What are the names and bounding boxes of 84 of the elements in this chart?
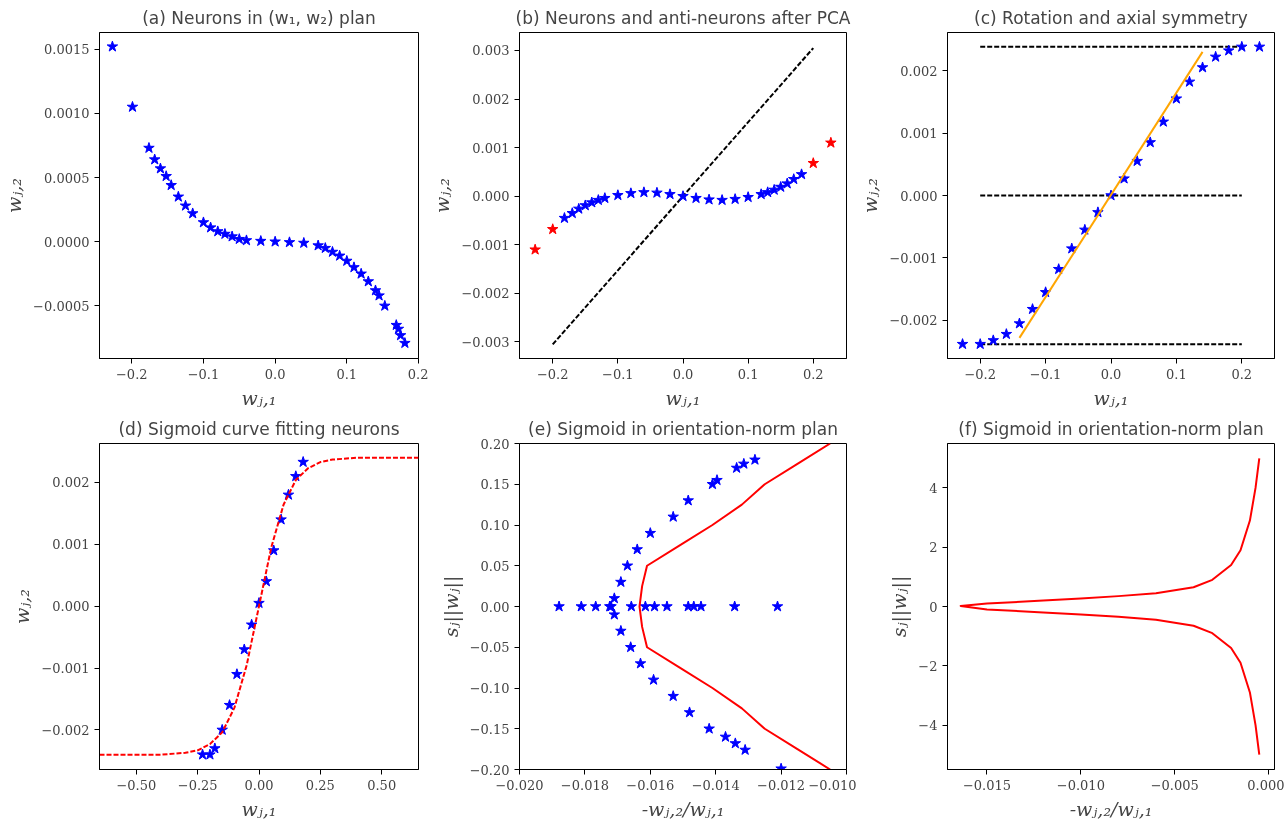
y-tick-label: 0.000 [52, 599, 90, 615]
y-tick-label: −2 [918, 658, 938, 674]
x-tick-label: 0.0 [264, 366, 286, 382]
y-tick-label: 0.20 [480, 436, 510, 452]
y-tick-label: 0.000 [472, 189, 510, 205]
x-tick-label: −0.016 [626, 777, 675, 793]
y-tick-label: 0 [929, 599, 938, 615]
chart-title: (f) Sigmoid in orientation-norm plan [958, 418, 1264, 439]
x-axis-title: wⱼ,₁ [665, 386, 701, 409]
x-tick-label: −0.015 [962, 777, 1011, 793]
x-tick-label: 0.0 [672, 366, 694, 382]
x-tick-label: −0.020 [495, 777, 544, 793]
chart-title: (e) Sigmoid in orientation-norm plan [528, 418, 838, 439]
x-tick-label: −0.1 [602, 366, 634, 382]
x-axis-title: wⱼ,₁ [241, 797, 277, 820]
x-axis-title: wⱼ,₁ [241, 386, 277, 409]
y-tick-label: −0.002 [889, 313, 938, 329]
x-tick-label: −0.010 [808, 777, 857, 793]
x-tick-label: 0.25 [305, 777, 335, 793]
y-tick-label: −0.05 [469, 640, 510, 656]
y-tick-label: 0.0000 [44, 234, 90, 250]
y-tick-label: −0.15 [469, 721, 510, 737]
x-axis-title: wⱼ,₁ [1093, 386, 1129, 409]
x-tick-label: 0.0 [1100, 366, 1122, 382]
y-axis-title: wⱼ,₂ [859, 178, 882, 213]
chart-title: (a) Neurons in (w₁, w₂) plan [142, 7, 376, 28]
chart-title: (c) Rotation and axial symmetry [974, 7, 1248, 28]
x-tick-label: 0.2 [407, 366, 429, 382]
x-tick-label: −0.012 [757, 777, 806, 793]
x-tick-label: −0.018 [560, 777, 609, 793]
y-tick-label: 0.001 [472, 140, 510, 156]
x-tick-label: −0.2 [536, 366, 569, 382]
y-tick-label: −0.002 [41, 722, 90, 738]
y-tick-label: −4 [918, 718, 938, 734]
y-tick-label: −0.001 [461, 237, 510, 253]
y-tick-label: 0.0010 [44, 106, 90, 122]
y-tick-label: 0.002 [900, 63, 938, 79]
x-tick-label: −0.1 [187, 366, 220, 382]
x-tick-label: −0.014 [691, 777, 740, 793]
y-tick-label: 0.000 [900, 188, 938, 204]
x-tick-label: 0.2 [1231, 366, 1253, 382]
y-tick-label: −0.0005 [33, 298, 90, 314]
x-tick-label: −0.010 [1056, 777, 1105, 793]
y-tick-label: 0.002 [472, 92, 510, 108]
x-axis-title: -wⱼ,₂/wⱼ,₁ [1069, 797, 1153, 820]
y-tick-label: 0.0015 [44, 42, 90, 58]
y-tick-label: 2 [929, 540, 938, 556]
x-tick-label: −0.2 [115, 366, 148, 382]
y-tick-label: 0.001 [900, 126, 938, 142]
y-tick-label: 0.003 [472, 43, 510, 59]
x-tick-label: −0.1 [1029, 366, 1062, 382]
y-tick-label: 0.002 [52, 475, 90, 491]
y-tick-label: −0.003 [461, 334, 510, 350]
x-tick-label: −0.50 [116, 777, 157, 793]
y-tick-label: 0.05 [480, 558, 510, 574]
x-tick-label: 0.00 [244, 777, 274, 793]
y-axis-title: wⱼ,₂ [11, 589, 34, 624]
y-tick-label: −0.20 [469, 762, 510, 778]
y-tick-label: 4 [929, 480, 938, 496]
y-tick-label: −0.002 [461, 286, 510, 302]
x-tick-label: −0.2 [964, 366, 996, 382]
y-tick-label: 0.00 [480, 599, 510, 615]
x-axis-title: -wⱼ,₂/wⱼ,₁ [641, 797, 725, 820]
x-tick-label: 0.000 [1247, 777, 1285, 793]
y-tick-label: −0.001 [41, 661, 90, 677]
x-tick-label: 0.1 [737, 366, 759, 382]
x-tick-label: 0.1 [1166, 366, 1187, 382]
y-axis-title: sⱼ||wⱼ|| [888, 575, 912, 638]
x-tick-label: 0.2 [802, 366, 824, 382]
y-axis-title: wⱼ,₂ [431, 178, 454, 213]
x-tick-label: −0.25 [177, 777, 218, 793]
y-tick-label: 0.001 [52, 537, 90, 553]
y-tick-label: 0.15 [480, 477, 510, 493]
y-axis-title: wⱼ,₂ [3, 178, 26, 213]
x-tick-label: −0.005 [1150, 777, 1199, 793]
y-axis-title: sⱼ||wⱼ|| [439, 575, 463, 638]
y-tick-label: −0.10 [469, 681, 510, 696]
chart-title: (b) Neurons and anti-neurons after PCA [515, 7, 851, 28]
x-tick-label: 0.50 [367, 777, 397, 793]
y-tick-label: 0.10 [480, 518, 510, 533]
y-tick-label: 0.0005 [44, 170, 90, 186]
y-tick-label: −0.001 [889, 250, 938, 266]
chart-title: (d) Sigmoid curve fitting neurons [118, 418, 400, 439]
x-tick-label: 0.1 [336, 366, 358, 382]
